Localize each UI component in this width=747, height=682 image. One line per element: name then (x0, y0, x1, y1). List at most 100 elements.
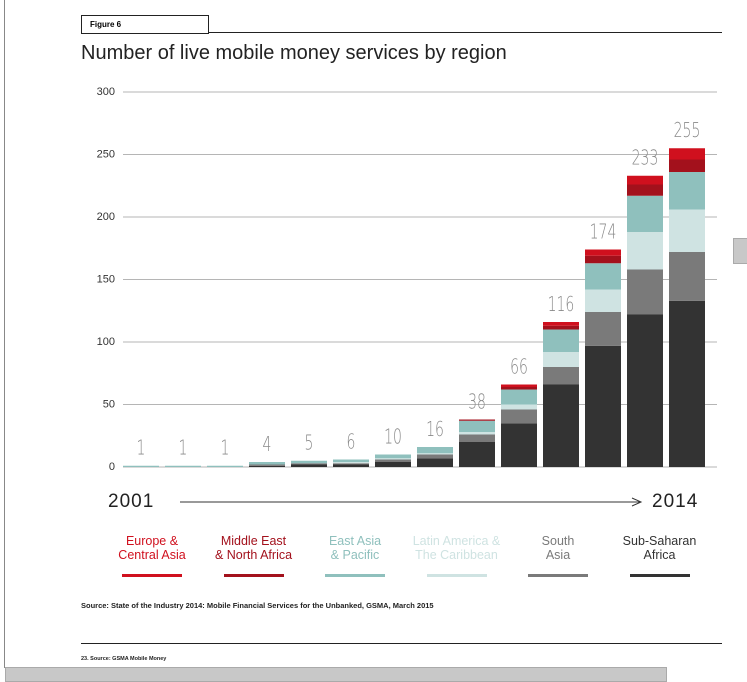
y-tick-label: 200 (97, 211, 115, 223)
total-label: 6 (347, 431, 356, 454)
bar-segment (627, 195, 663, 232)
bar-segment (585, 289, 621, 312)
bar-segment (417, 454, 453, 459)
bar-segment (501, 404, 537, 410)
bar-segment (333, 463, 369, 465)
legend-label: Europe & Central Asia (118, 534, 186, 562)
bar-segment (669, 252, 705, 301)
total-label: 116 (548, 293, 575, 316)
legend-label: East Asia & Pacific (328, 534, 382, 562)
bar-segment (207, 465, 243, 467)
bar-segment (627, 314, 663, 467)
bar-segment (585, 345, 621, 467)
footnote: 23. Source: GSMA Mobile Money (81, 656, 167, 662)
legend-label: Sub-Saharan Africa (622, 534, 697, 562)
bar-segment (543, 384, 579, 467)
bar-segment (291, 464, 327, 467)
y-tick-label: 100 (97, 336, 115, 348)
bar-segment (375, 458, 411, 460)
bottom-rule (81, 643, 722, 644)
total-label: 174 (590, 221, 617, 244)
bar-segment (291, 460, 327, 464)
bar-segment (459, 419, 495, 421)
total-label: 1 (179, 437, 188, 460)
total-label: 1 (137, 437, 146, 460)
y-tick-label: 0 (109, 461, 115, 473)
total-label: 255 (674, 120, 701, 143)
legend-swatch (629, 574, 690, 577)
bar-segment (333, 462, 369, 464)
bar-segment (669, 209, 705, 252)
bar-segment (543, 329, 579, 352)
total-label: 5 (305, 432, 314, 455)
source: Source: State of the Industry 2014: Mobi… (81, 601, 434, 610)
bar-segment (585, 312, 621, 346)
bar-segment (669, 148, 705, 160)
top-rule (208, 32, 722, 33)
y-tick-label: 50 (103, 398, 115, 410)
bar-segment (459, 432, 495, 435)
bar-segment (543, 322, 579, 326)
total-label: 10 (384, 426, 402, 449)
x-start-label: 2001 (108, 491, 154, 512)
bar-segment (375, 459, 411, 462)
bar-segment (669, 159, 705, 172)
bar-segment (459, 434, 495, 442)
bar-segment (375, 454, 411, 459)
arrow-head (631, 497, 643, 507)
legend-label: Latin America & The Caribbean (412, 534, 501, 562)
bar-segment (375, 462, 411, 467)
left-border (4, 0, 5, 668)
bar-segment (291, 463, 327, 465)
bar-segment (417, 458, 453, 467)
total-label: 1 (221, 437, 230, 460)
legend-label: South Asia (541, 534, 575, 562)
legend-swatch (528, 574, 588, 577)
bar-segment (543, 367, 579, 385)
bar-segment (249, 462, 285, 465)
bar-segment (501, 384, 537, 387)
x-end-label: 2014 (652, 491, 698, 512)
bar-segment (543, 352, 579, 367)
bar-segment (627, 232, 663, 270)
bar-segment (669, 300, 705, 467)
total-label: 233 (632, 147, 659, 170)
chart: 2001 2014 0 50 100 150 200 250 300 1 1 1 4 5 6 10 16 38… (97, 86, 717, 512)
total-label: 66 (510, 356, 528, 379)
horizontal-scrollbar[interactable] (5, 667, 667, 682)
total-label: 4 (263, 433, 272, 456)
legend-swatch (426, 574, 487, 577)
bar-segment (333, 459, 369, 462)
bar-segment (249, 464, 285, 466)
bar-segment (627, 175, 663, 185)
chart-title: Number of live mobile money services by … (81, 42, 507, 64)
legend-label: Middle East & North Africa (214, 534, 293, 562)
bar-segment (543, 325, 579, 330)
bar-segment (585, 263, 621, 290)
vertical-scrollbar[interactable] (733, 238, 747, 264)
legend-swatch (325, 574, 385, 577)
bar-segment (417, 447, 453, 454)
legend-swatch (223, 574, 284, 577)
bar-segment (123, 465, 159, 467)
total-label: 16 (426, 418, 444, 441)
bar-segment (501, 389, 537, 405)
bar-segment (585, 249, 621, 256)
bar-segment (669, 172, 705, 210)
bar-segment (165, 465, 201, 467)
y-tick-label: 300 (97, 86, 115, 98)
bar-segment (459, 442, 495, 467)
y-tick-label: 150 (97, 273, 115, 285)
bar-segment (417, 453, 453, 455)
bar-segment (501, 409, 537, 424)
bar-segment (627, 184, 663, 196)
bar-segment (501, 387, 537, 390)
total-label: 38 (468, 391, 486, 414)
bar-segment (333, 464, 369, 467)
legend-swatch (122, 574, 182, 577)
bar-segment (501, 423, 537, 467)
y-tick-label: 250 (97, 148, 115, 160)
bar-segment (627, 269, 663, 315)
figure-label: Figure 6 (81, 15, 209, 34)
